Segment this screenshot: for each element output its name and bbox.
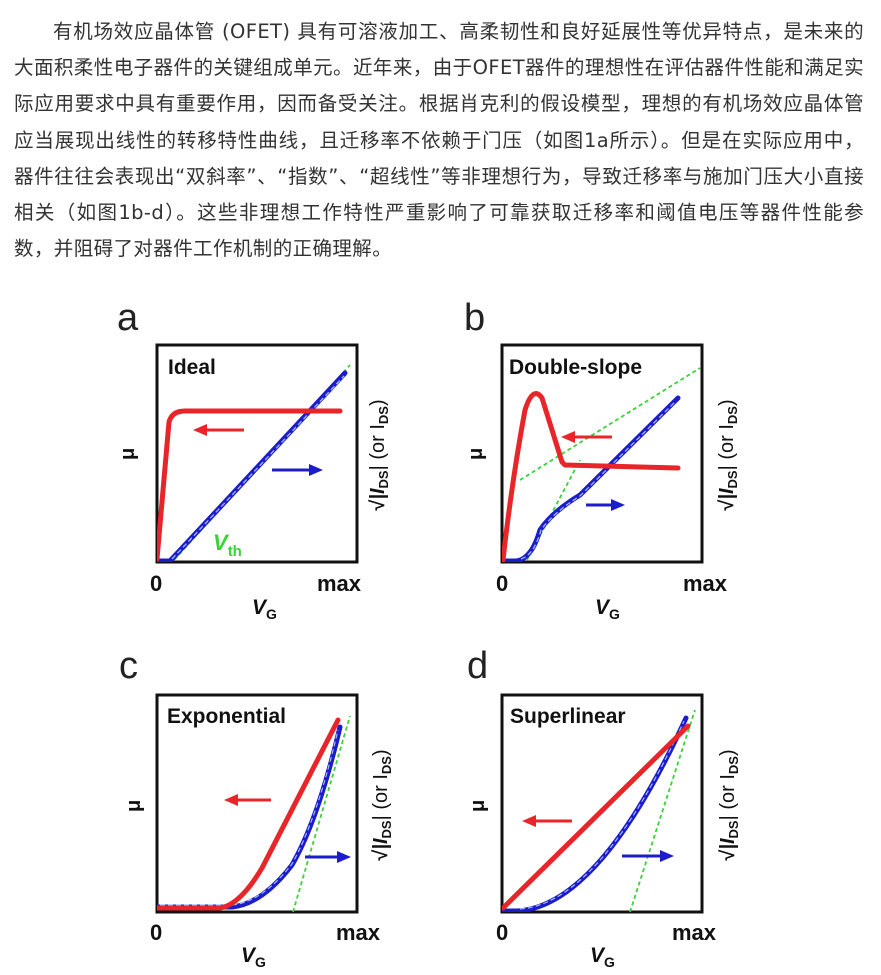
panel-c-fit-line [292, 715, 351, 912]
panel-b-letter: b [464, 297, 485, 339]
svg-text:√|IDS| (or IDS): √|IDS| (or IDS) [717, 749, 741, 860]
panel-c-y-left: μ [123, 800, 145, 812]
panel-c-y-right: √|IDS| (or IDS) [370, 749, 394, 860]
panel-b-arrow-left [561, 431, 612, 443]
panel-c-x-label: VG [241, 944, 266, 970]
panel-d: d Superlinear μ √|IDS| (or IDS) 0 max VG [467, 645, 741, 970]
panel-d-arrow-left [522, 815, 572, 827]
panel-a-letter: a [117, 297, 139, 339]
panel-b-y-left: μ [465, 448, 487, 460]
panel-a: a Ideal Vth μ √|IDS| (or IDS) 0 max VG [117, 297, 391, 622]
panel-b-mu-curve [502, 391, 681, 562]
svg-text:√|IDS| (or IDS): √|IDS| (or IDS) [370, 749, 394, 860]
panel-d-fit-line [629, 709, 696, 912]
panel-d-mu-curve [502, 723, 691, 911]
panel-a-x-label: VG [252, 596, 277, 622]
panel-d-arrow-right [622, 850, 674, 862]
article-paragraph: 有机场效应晶体管 (OFET) 具有可溶液加工、高柔韧性和良好延展性等优异特点，… [14, 20, 864, 261]
panel-c-frame [155, 693, 359, 914]
panel-c-arrow-left [224, 794, 271, 806]
panel-a-vth-label: Vth [213, 530, 242, 560]
panel-b-fit-line-upper [519, 367, 701, 481]
panel-b-arrow-right [586, 499, 625, 511]
panel-a-title: Ideal [168, 356, 216, 379]
panel-a-y-left: μ [117, 448, 139, 460]
panel-b-x-zero: 0 [496, 571, 508, 596]
panel-c-x-zero: 0 [150, 920, 162, 945]
panel-a-x-zero: 0 [150, 571, 162, 596]
panel-b-frame [500, 343, 704, 564]
panel-b-x-max: max [683, 571, 728, 596]
panel-c-x-max: max [336, 920, 381, 945]
panel-b-fit-line-lower [526, 459, 581, 561]
panel-b: b Double-slope μ √|IDS| (or IDS) 0 max V… [464, 297, 740, 622]
panel-d-x-zero: 0 [496, 920, 508, 945]
panel-a-y-right: √|IDS| (or IDS) [367, 399, 391, 510]
panel-c-mu-curve [157, 717, 341, 911]
svg-text:√|IDS| (or IDS): √|IDS| (or IDS) [716, 399, 740, 510]
panel-a-x-max: max [317, 571, 362, 596]
panel-d-y-right: √|IDS| (or IDS) [717, 749, 741, 860]
panel-b-title: Double-slope [509, 356, 642, 379]
panel-d-title: Superlinear [510, 705, 626, 728]
panel-b-ids-curve [502, 395, 681, 562]
panel-d-x-label: VG [590, 944, 615, 970]
panel-a-arrow-left [193, 424, 244, 436]
svg-text:√|IDS| (or IDS): √|IDS| (or IDS) [367, 399, 391, 510]
panel-a-mu-curve [157, 408, 343, 562]
panel-b-y-right: √|IDS| (or IDS) [716, 399, 740, 510]
panel-d-y-left: μ [467, 800, 489, 812]
panel-d-letter: d [467, 645, 488, 687]
panel-c-ids-curve [157, 724, 343, 910]
panel-a-frame [155, 343, 359, 564]
panel-a-arrow-right [272, 464, 323, 476]
panel-a-ids-curve [157, 370, 348, 562]
panel-c: c Exponential μ √|IDS| (or IDS) 0 max VG [119, 645, 394, 970]
panel-b-x-label: VG [595, 596, 620, 622]
panel-d-frame [500, 693, 704, 914]
panel-c-letter: c [119, 645, 138, 687]
panel-c-arrow-right [305, 851, 351, 863]
panel-d-x-max: max [672, 920, 717, 945]
panel-c-title: Exponential [167, 705, 286, 728]
